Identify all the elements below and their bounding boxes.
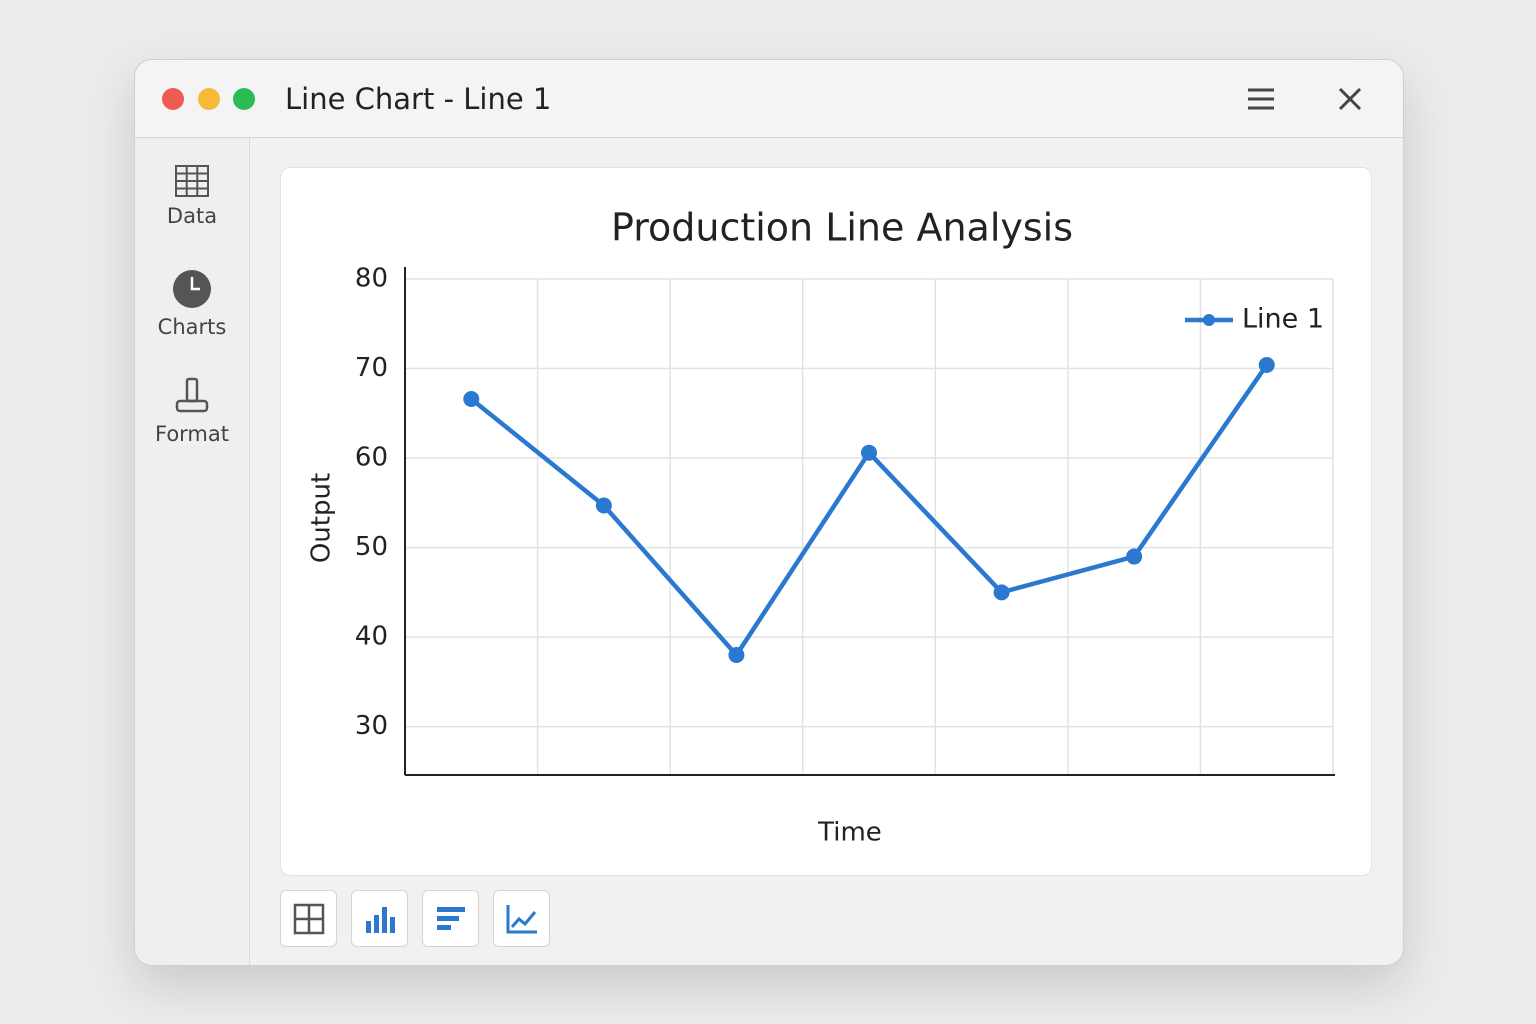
y-tick-label: 30: [355, 711, 388, 741]
hbar-icon: [437, 907, 465, 930]
minimize-dot[interactable]: [198, 88, 220, 110]
bar-chart-button[interactable]: [351, 890, 408, 947]
sidebar-format[interactable]: Format: [135, 376, 249, 446]
y-tick-label: 80: [355, 264, 388, 294]
menu-button[interactable]: [1247, 87, 1275, 111]
table-button[interactable]: [280, 890, 337, 947]
y-axis-label: Output: [307, 473, 337, 563]
line-chart-button[interactable]: [493, 890, 550, 947]
data-point: [463, 390, 480, 407]
series-line: [469, 363, 1269, 658]
close-dot[interactable]: [162, 88, 184, 110]
sidebar-label: Data: [166, 204, 218, 228]
data-point: [993, 584, 1010, 601]
x-axis-label: Time: [817, 818, 882, 848]
data-point: [861, 444, 877, 461]
zoom-dot[interactable]: [233, 88, 255, 110]
window-title: Line Chart - Line 1: [285, 82, 552, 116]
sidebar-charts[interactable]: Charts: [135, 269, 249, 339]
data-point: [1126, 548, 1143, 565]
y-tick-label: 50: [355, 532, 388, 562]
line-icon: [506, 905, 537, 934]
bar-icon: [366, 907, 395, 933]
charts-icon: [173, 270, 211, 308]
sidebar-label: Format: [154, 422, 229, 446]
legend-label: Line 1: [1242, 304, 1324, 335]
hbar-chart-button[interactable]: [422, 890, 479, 947]
title-bar: Line Chart - Line 1: [135, 60, 1403, 138]
sidebar: Data Charts Format: [135, 138, 250, 965]
data-icon: [175, 165, 209, 197]
sidebar-data[interactable]: Data: [135, 164, 249, 228]
chart-title: Production Line Analysis: [611, 206, 1073, 250]
close-button[interactable]: [1338, 87, 1362, 111]
y-tick-label: 60: [355, 443, 388, 473]
window: Line Chart - Line 1 Data Charts Format: [134, 59, 1404, 966]
table-icon: [293, 903, 325, 935]
data-point: [595, 497, 612, 514]
data-point: [1258, 356, 1275, 373]
sidebar-label: Charts: [157, 315, 227, 339]
y-tick-label: 40: [355, 622, 388, 652]
legend-marker: [1203, 314, 1215, 326]
format-icon: [175, 377, 209, 413]
y-tick-label: 70: [355, 353, 388, 383]
data-point: [728, 647, 745, 664]
